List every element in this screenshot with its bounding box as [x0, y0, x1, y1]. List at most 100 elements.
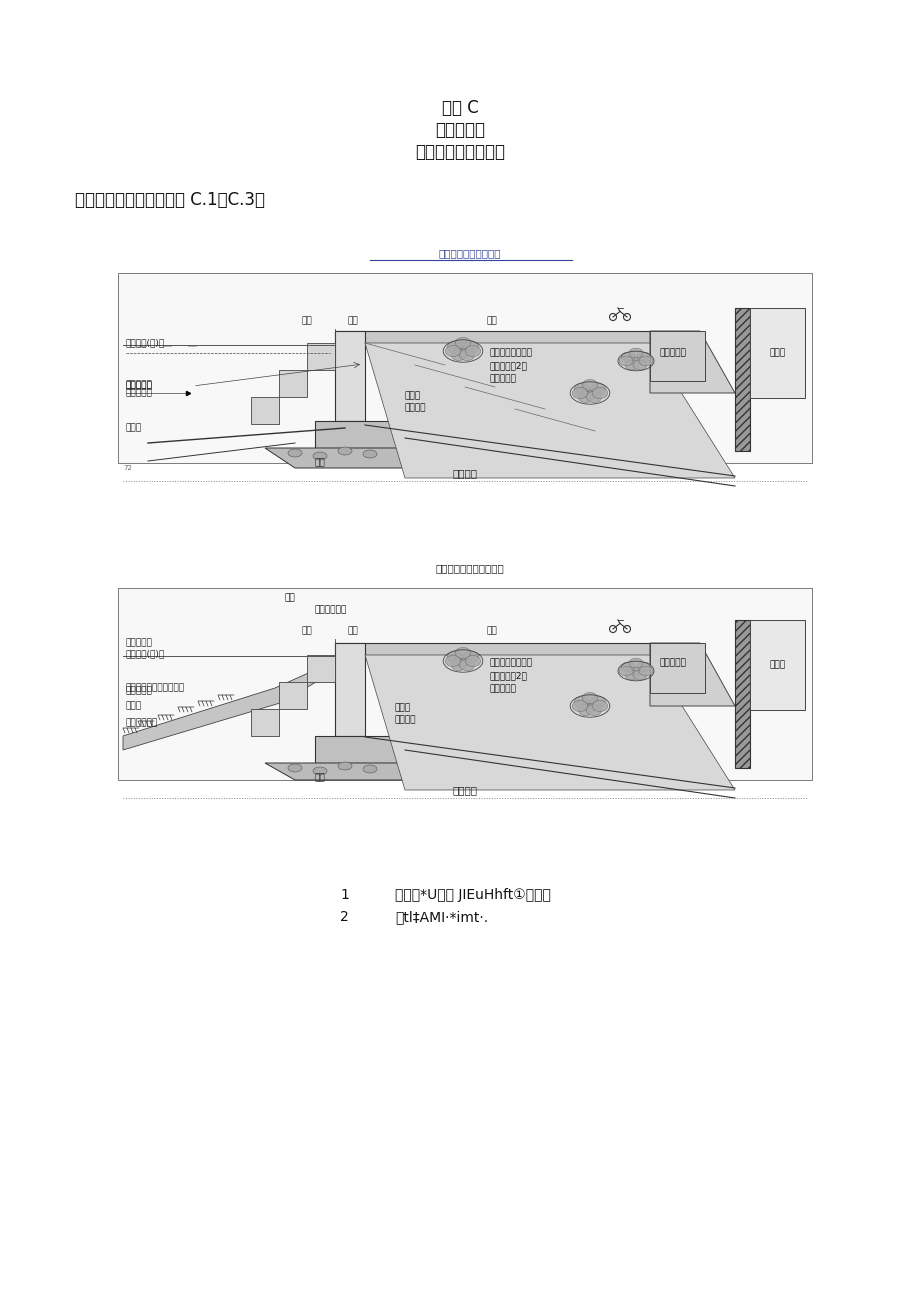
Text: 直立式海堤改造后示意图: 直立式海堤改造后示意图: [436, 563, 504, 572]
Ellipse shape: [288, 764, 301, 771]
Polygon shape: [335, 330, 650, 343]
Ellipse shape: [463, 341, 478, 353]
Ellipse shape: [465, 345, 481, 356]
Polygon shape: [265, 448, 484, 468]
Ellipse shape: [337, 762, 352, 770]
Ellipse shape: [629, 666, 642, 677]
Text: 海侧: 海侧: [301, 316, 312, 325]
Text: 典型海堤改造断面图见图 C.1～C.3。: 典型海堤改造断面图见图 C.1～C.3。: [75, 191, 265, 209]
Text: 混合种不同植被层: 混合种不同植被层: [490, 349, 532, 358]
Polygon shape: [365, 654, 734, 790]
Ellipse shape: [312, 768, 326, 775]
Text: 直立式海堤现状断面图: 直立式海堤现状断面图: [438, 248, 501, 258]
Ellipse shape: [632, 360, 646, 369]
Ellipse shape: [447, 341, 462, 353]
Ellipse shape: [445, 656, 460, 666]
Text: （资料性）: （资料性）: [435, 121, 484, 139]
Text: 直立式挡墙: 直立式挡墙: [126, 639, 153, 648]
Ellipse shape: [465, 656, 481, 666]
Ellipse shape: [451, 350, 466, 360]
Polygon shape: [365, 343, 734, 477]
Ellipse shape: [639, 666, 652, 677]
Ellipse shape: [447, 652, 462, 662]
Text: 海侧: 海侧: [301, 626, 312, 635]
Text: ．tl‡AMI·*imt·.: ．tl‡AMI·*imt·.: [394, 909, 488, 924]
Polygon shape: [265, 762, 484, 781]
Polygon shape: [314, 736, 435, 762]
Polygon shape: [749, 621, 804, 710]
Ellipse shape: [337, 448, 352, 455]
Polygon shape: [278, 369, 307, 397]
Ellipse shape: [592, 700, 607, 712]
Ellipse shape: [455, 345, 471, 356]
Ellipse shape: [582, 692, 597, 704]
Ellipse shape: [459, 350, 474, 360]
Text: 直立式挡墙: 直立式挡墙: [126, 381, 153, 390]
Ellipse shape: [590, 384, 605, 394]
Ellipse shape: [455, 656, 471, 666]
Text: 间距土工布2层: 间距土工布2层: [490, 671, 528, 680]
Text: 墙后盒: 墙后盒: [768, 661, 785, 670]
Polygon shape: [314, 422, 435, 448]
Polygon shape: [307, 343, 335, 369]
Text: 碎砾石: 碎砾石: [404, 392, 421, 401]
Text: 间距土工布2层: 间距土工布2层: [490, 362, 528, 371]
Ellipse shape: [632, 670, 646, 680]
Text: 堤前: 堤前: [347, 316, 358, 325]
Text: 路面: 路面: [486, 626, 497, 635]
Text: 墙后盒: 墙后盒: [768, 349, 785, 358]
Polygon shape: [278, 682, 307, 709]
Polygon shape: [251, 397, 278, 424]
Text: 碎石垫层: 碎石垫层: [394, 716, 416, 725]
Ellipse shape: [582, 388, 597, 398]
Bar: [118, 273, 811, 463]
Ellipse shape: [572, 388, 587, 398]
Text: 1: 1: [340, 889, 348, 902]
Text: 设计高潮(水)位: 设计高潮(水)位: [126, 649, 165, 658]
Ellipse shape: [592, 388, 607, 398]
Ellipse shape: [463, 652, 478, 662]
Polygon shape: [650, 643, 704, 693]
Ellipse shape: [573, 384, 589, 394]
Polygon shape: [734, 308, 749, 451]
Text: 原海床: 原海床: [126, 424, 142, 432]
Ellipse shape: [578, 392, 593, 402]
Text: 树基中植步: 树基中植步: [659, 349, 686, 358]
Text: 二月不植草: 二月不植草: [490, 375, 516, 384]
Text: 堤前: 堤前: [347, 626, 358, 635]
Text: 基础处理: 基础处理: [452, 468, 477, 477]
Text: 防浪花石砌筑: 防浪花石砌筑: [314, 605, 346, 614]
Text: 消浪: 消浪: [284, 593, 295, 602]
Ellipse shape: [312, 451, 326, 461]
Polygon shape: [749, 308, 804, 398]
Polygon shape: [335, 643, 650, 654]
Text: 树基中植步: 树基中植步: [659, 658, 686, 667]
Polygon shape: [335, 643, 365, 736]
Ellipse shape: [620, 662, 634, 671]
Text: 块石: 块石: [314, 774, 325, 782]
Ellipse shape: [451, 660, 466, 670]
Polygon shape: [307, 654, 335, 682]
Text: 平均海平面: 平均海平面: [126, 380, 153, 389]
Text: 原海床: 原海床: [126, 701, 142, 710]
Ellipse shape: [618, 356, 632, 366]
Text: 碎砾石: 碎砾石: [394, 704, 411, 713]
Text: 72: 72: [123, 464, 131, 471]
Polygon shape: [123, 661, 335, 749]
Ellipse shape: [629, 356, 642, 366]
Text: 生态物底座（人工涵礁）: 生态物底座（人工涵礁）: [126, 683, 185, 692]
Text: ．直矩*U，兼 JIEuHhft①新纸；: ．直矩*U，兼 JIEuHhft①新纸；: [394, 889, 550, 902]
Polygon shape: [650, 643, 734, 706]
Ellipse shape: [455, 648, 471, 658]
Ellipse shape: [455, 337, 471, 349]
Text: 路面: 路面: [486, 316, 497, 325]
Ellipse shape: [629, 349, 642, 358]
Ellipse shape: [629, 658, 642, 667]
Ellipse shape: [363, 765, 377, 773]
Ellipse shape: [636, 353, 651, 362]
Ellipse shape: [363, 450, 377, 458]
Ellipse shape: [573, 696, 589, 708]
Text: 混合种不同植被层: 混合种不同植被层: [490, 658, 532, 667]
Ellipse shape: [585, 392, 601, 402]
Polygon shape: [650, 330, 734, 393]
